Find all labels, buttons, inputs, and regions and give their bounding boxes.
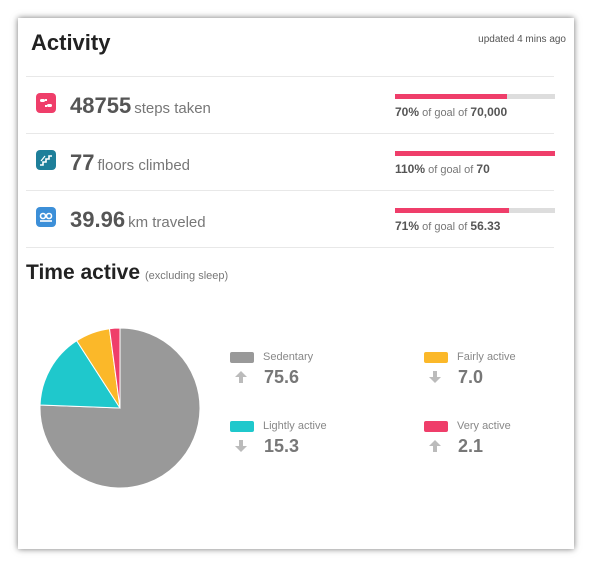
activity-title: Activity [31,30,111,55]
legend-sedentary: Sedentary 75.6 [230,351,370,402]
pie-slice-very-active [108,327,121,409]
steps-label: steps taken [134,100,211,117]
steps-goal: 70% of goal of 70,000 [395,105,508,119]
pie-slice-lightly-active [39,340,121,409]
very-active-swatch [424,421,448,432]
sedentary-label: Sedentary [263,351,314,363]
stat-row-floors[interactable]: 77 floors climbed 110% of goal of 70 [26,133,555,190]
activity-card: Activity updated 4 mins ago 48755 steps t… [18,18,574,549]
sedentary-value: 75.6 [264,367,300,387]
time-active-title: Time active (excluding sleep) [26,261,229,284]
legend-very-active: Very active 2.1 [424,420,564,471]
stairs-icon [36,150,56,170]
steps-icon [36,93,56,113]
steps-value: 48755 steps taken [70,93,211,118]
fairly-active-swatch [424,352,448,363]
arrow-up-icon [235,371,247,383]
stat-row-distance[interactable]: 39.96 km traveled 71% of goal of 56.33 [26,190,555,248]
activity-header: Activity updated 4 mins ago [31,30,566,66]
distance-value: 39.96 km traveled [70,207,206,232]
time-active-subtitle: (excluding sleep) [145,270,229,282]
floors-label: floors climbed [97,157,191,174]
arrow-down-icon [235,440,247,452]
lightly-active-value: 15.3 [264,436,300,456]
floors-progress-bar [395,151,555,156]
stat-row-steps[interactable]: 48755 steps taken 70% of goal of 70,000 [26,76,555,133]
very-active-label: Very active [457,420,511,432]
distance-label: km traveled [128,214,206,231]
steps-progress-bar [395,94,555,99]
fairly-active-value: 7.0 [458,367,484,387]
distance-progress-bar [395,208,555,213]
legend-fairly-active: Fairly active 7.0 [424,351,564,402]
time-active-pie-chart [39,327,201,489]
very-active-value: 2.1 [458,436,484,456]
distance-icon [36,207,56,227]
distance-goal: 71% of goal of 56.33 [395,219,501,233]
floors-progress-fill [395,151,555,156]
sedentary-swatch [230,352,254,363]
fairly-active-label: Fairly active [457,351,516,363]
legend-lightly-active: Lightly active 15.3 [230,420,370,471]
distance-progress-fill [395,208,509,213]
steps-progress-fill [395,94,507,99]
updated-timestamp: updated 4 mins ago [478,34,566,45]
lightly-active-swatch [230,421,254,432]
arrow-up-icon [429,440,441,452]
floors-goal: 110% of goal of 70 [395,162,490,176]
floors-value: 77 floors climbed [70,150,191,175]
lightly-active-label: Lightly active [263,420,327,432]
arrow-down-icon [429,371,441,383]
